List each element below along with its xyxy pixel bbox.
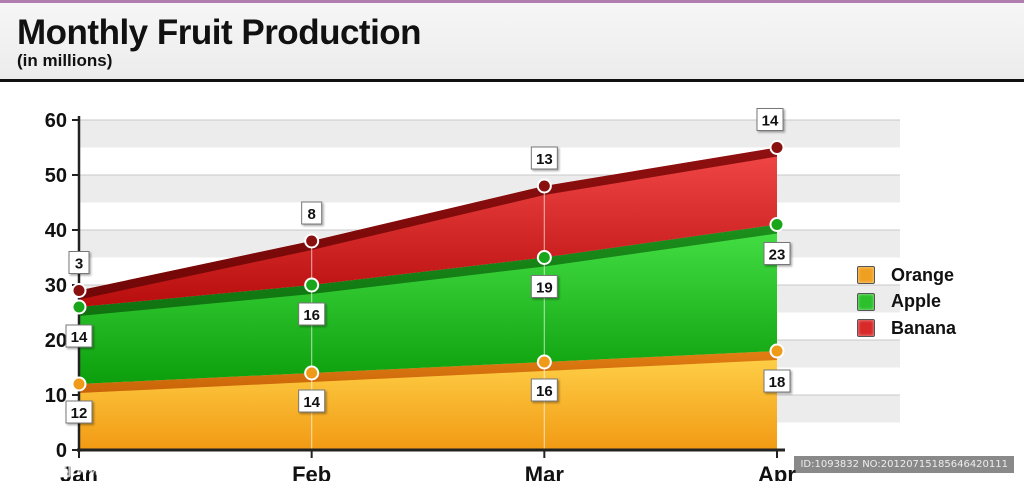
legend: Orange Apple Banana <box>857 262 956 342</box>
data-label: 18 <box>769 374 786 391</box>
y-tick-label: 10 <box>45 385 67 407</box>
data-label: 12 <box>71 405 88 422</box>
data-label-box <box>298 389 326 413</box>
watermark-id: ID:1093832 NO:20120715185646420111 <box>794 456 1014 473</box>
data-label-box <box>65 400 93 424</box>
watermark-logo: 昵享网 www.nipic.cn <box>12 452 181 481</box>
legend-swatch-banana <box>857 319 875 338</box>
data-label-box <box>756 108 784 131</box>
data-label: 14 <box>71 329 88 346</box>
legend-label-apple: Apple <box>891 291 942 312</box>
y-tick-label: 50 <box>45 165 67 187</box>
data-label-box <box>530 146 558 170</box>
data-point-orange <box>536 354 552 370</box>
data-labels: 12 14 16 18 14 16 19 23 3 8 13 14 <box>65 108 791 424</box>
y-tick-label: 60 <box>45 110 67 132</box>
area-edge-apple <box>79 224 777 316</box>
y-tick-label: 20 <box>45 330 67 352</box>
data-label: 14 <box>303 394 320 411</box>
data-point-apple <box>304 277 320 293</box>
data-point-apple <box>71 299 87 315</box>
area-apple <box>79 224 777 384</box>
data-label-box <box>301 201 323 225</box>
data-point-apple <box>769 217 785 232</box>
y-tick-label: 0 <box>56 440 67 462</box>
data-point-orange <box>769 343 785 359</box>
data-points <box>71 140 785 392</box>
legend-swatch-apple <box>857 292 875 311</box>
data-label-box <box>530 275 558 298</box>
data-label: 16 <box>536 383 553 400</box>
data-label-box <box>298 302 326 326</box>
data-label: 19 <box>536 280 553 297</box>
area-edge-orange <box>79 351 777 393</box>
data-point-banana <box>769 140 785 155</box>
data-point-apple <box>536 250 552 265</box>
legend-swatch-orange <box>857 266 875 285</box>
legend-item-banana: Banana <box>857 315 956 342</box>
data-label: 13 <box>536 151 553 168</box>
x-tick-label: Apr <box>758 462 796 481</box>
legend-item-orange: Orange <box>857 262 956 289</box>
data-label-box <box>68 251 90 274</box>
data-label-box <box>763 369 791 393</box>
area-edge-banana <box>79 147 777 300</box>
stacked-areas <box>79 147 777 450</box>
data-label: 8 <box>307 206 315 223</box>
data-label: 23 <box>769 247 786 264</box>
area-banana <box>79 147 777 307</box>
y-tick-label: 40 <box>45 220 67 242</box>
category-guides <box>311 186 545 450</box>
data-label-box <box>763 242 791 265</box>
data-label: 3 <box>75 256 83 273</box>
chart-subtitle: (in millions) <box>17 51 113 70</box>
data-point-banana <box>71 283 87 298</box>
data-point-orange <box>304 365 320 381</box>
legend-label-orange: Orange <box>891 264 955 285</box>
x-tick-label: Feb <box>292 462 331 481</box>
data-point-banana <box>304 233 320 249</box>
data-point-banana <box>536 178 552 194</box>
watermark-url: www.nipic.cn <box>76 463 181 479</box>
x-tick-label: Mar <box>525 462 565 481</box>
legend-item-apple: Apple <box>857 289 956 316</box>
x-tick-label: Jan <box>60 462 98 481</box>
legend-label-banana: Banana <box>891 317 957 338</box>
watermark-logo-text: 昵享网 <box>12 456 72 480</box>
y-tick-label: 30 <box>45 275 67 297</box>
chart-header: Monthly Fruit Production (in millions) <box>0 3 1024 82</box>
data-label-box <box>530 378 558 402</box>
data-label: 16 <box>303 307 320 324</box>
chart-title: Monthly Fruit Production <box>17 13 422 52</box>
axes: 0 10 20 30 40 50 60 Jan Feb Mar Apr <box>45 110 797 481</box>
data-label-box <box>65 324 93 348</box>
data-point-orange <box>71 376 87 392</box>
data-label: 14 <box>762 113 779 130</box>
top-accent-bar <box>0 0 1024 3</box>
